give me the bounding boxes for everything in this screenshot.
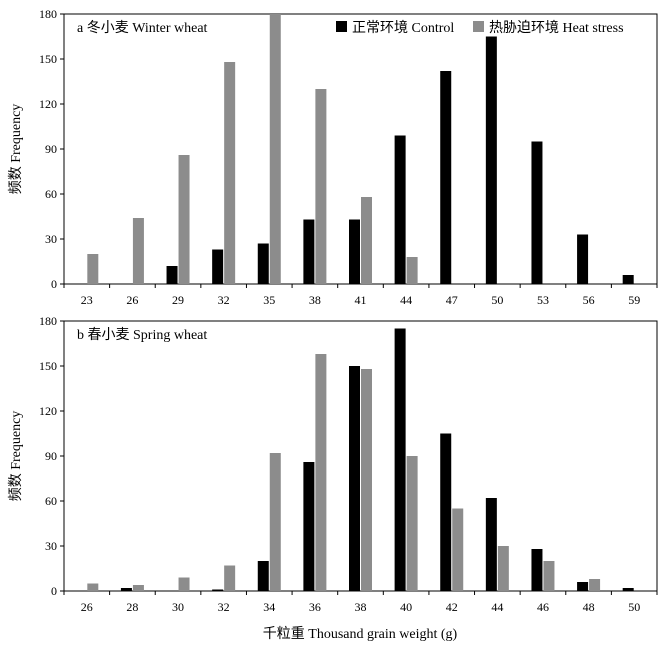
panel-title-a: a 冬小麦 Winter wheat xyxy=(77,20,208,36)
bar-heat-stress xyxy=(406,456,418,591)
legend-label: 热胁迫环境 Heat stress xyxy=(489,20,624,36)
x-axis-label: 千粒重 Thousand grain weight (g) xyxy=(263,626,458,642)
x-tick-label: 48 xyxy=(583,600,595,614)
x-tick-label: 32 xyxy=(218,293,230,307)
bar-heat-stress xyxy=(406,257,418,284)
bar-heat-stress xyxy=(224,565,236,591)
x-tick-label: 34 xyxy=(263,600,275,614)
bar-heat-stress xyxy=(452,508,464,591)
x-tick-label: 29 xyxy=(172,293,184,307)
x-tick-label: 32 xyxy=(218,600,230,614)
x-tick-label: 56 xyxy=(583,293,595,307)
y-axis-label: 频数 Frequency xyxy=(8,411,24,502)
x-tick-label: 53 xyxy=(537,293,549,307)
y-tick-label: 0 xyxy=(51,584,57,598)
bar-control xyxy=(212,589,224,591)
panel-a-winter-wheat: 0 30 60 90 120 150 180 23 26 29 32 35 38 41 44 47 50 53 56… xyxy=(8,7,658,307)
bar-heat-stress xyxy=(361,369,372,591)
bar-control xyxy=(577,582,589,591)
y-tick-label: 0 xyxy=(51,277,57,291)
bar-control xyxy=(622,275,634,284)
bar-control xyxy=(120,588,132,591)
bar-control xyxy=(303,219,315,284)
bar-heat-stress xyxy=(132,585,144,591)
y-tick-label: 30 xyxy=(45,539,57,553)
x-tick-label: 47 xyxy=(446,293,458,307)
bar-heat-stress xyxy=(315,354,327,591)
y-tick-label: 30 xyxy=(45,232,57,246)
legend-swatch xyxy=(336,21,347,32)
legend-label: 正常环境 Control xyxy=(352,20,454,36)
x-tick-label: 38 xyxy=(355,600,367,614)
x-tick-label: 50 xyxy=(628,600,640,614)
bar-control xyxy=(577,234,589,284)
x-tick-label: 40 xyxy=(400,600,412,614)
bar-heat-stress xyxy=(589,579,601,591)
panel-title-b: b 春小麦 Spring wheat xyxy=(77,327,207,343)
bar-control xyxy=(349,366,360,591)
bar-control xyxy=(485,36,497,284)
y-tick-label: 180 xyxy=(39,7,57,21)
bar-heat-stress xyxy=(87,254,99,284)
bar-heat-stress xyxy=(269,14,281,284)
bar-heat-stress xyxy=(269,453,281,591)
bar-heat-stress xyxy=(224,62,236,284)
x-tick-label: 36 xyxy=(309,600,321,614)
legend: 正常环境 Control 热胁迫环境 Heat stress xyxy=(336,20,624,36)
plot-frame-a xyxy=(63,13,658,285)
bar-control xyxy=(212,249,224,284)
bar-control xyxy=(349,219,360,284)
x-tick-label: 41 xyxy=(355,293,367,307)
bar-control xyxy=(166,266,178,284)
bar-heat-stress xyxy=(315,89,327,284)
bar-control xyxy=(394,135,406,284)
y-tick-label: 90 xyxy=(45,449,57,463)
bar-control xyxy=(394,328,406,591)
y-axis-label: 频数 Frequency xyxy=(8,104,24,195)
y-tick-label: 60 xyxy=(45,494,57,508)
y-tick-label: 120 xyxy=(39,97,57,111)
bar-heat-stress xyxy=(178,577,190,591)
bar-control xyxy=(440,71,452,284)
legend-swatch xyxy=(473,21,484,32)
bar-control xyxy=(257,561,269,591)
bar-control xyxy=(531,141,543,284)
panel-b-spring-wheat: 0 30 60 90 120 150 180 26 28 30 32 34 36 38 40 42 44 46 48… xyxy=(8,314,658,614)
x-tick-label: 46 xyxy=(537,600,549,614)
x-tick-label: 59 xyxy=(628,293,640,307)
x-tick-label: 23 xyxy=(81,293,93,307)
bar-control xyxy=(622,588,634,591)
y-tick-label: 180 xyxy=(39,314,57,328)
x-tick-label: 35 xyxy=(263,293,275,307)
plot-frame-b xyxy=(63,320,658,592)
x-tick-label: 26 xyxy=(126,293,138,307)
y-tick-label: 120 xyxy=(39,404,57,418)
bar-heat-stress xyxy=(543,561,555,591)
bar-control xyxy=(531,549,543,591)
bar-control xyxy=(440,433,452,591)
bar-heat-stress xyxy=(497,546,509,591)
x-tick-label: 44 xyxy=(400,293,412,307)
bar-control xyxy=(257,243,269,284)
y-tick-label: 150 xyxy=(39,52,57,66)
x-tick-label: 26 xyxy=(81,600,93,614)
x-tick-label: 30 xyxy=(172,600,184,614)
bar-heat-stress xyxy=(361,197,372,284)
x-tick-label: 28 xyxy=(126,600,138,614)
y-tick-label: 60 xyxy=(45,187,57,201)
bar-control xyxy=(485,498,497,591)
y-tick-label: 150 xyxy=(39,359,57,373)
x-tick-label: 42 xyxy=(446,600,458,614)
bar-heat-stress xyxy=(87,583,99,591)
x-tick-label: 38 xyxy=(309,293,321,307)
bar-heat-stress xyxy=(132,218,144,284)
bar-heat-stress xyxy=(178,155,190,284)
y-tick-label: 90 xyxy=(45,142,57,156)
x-tick-label: 44 xyxy=(491,600,503,614)
x-tick-label: 50 xyxy=(491,293,503,307)
bar-control xyxy=(303,462,315,591)
